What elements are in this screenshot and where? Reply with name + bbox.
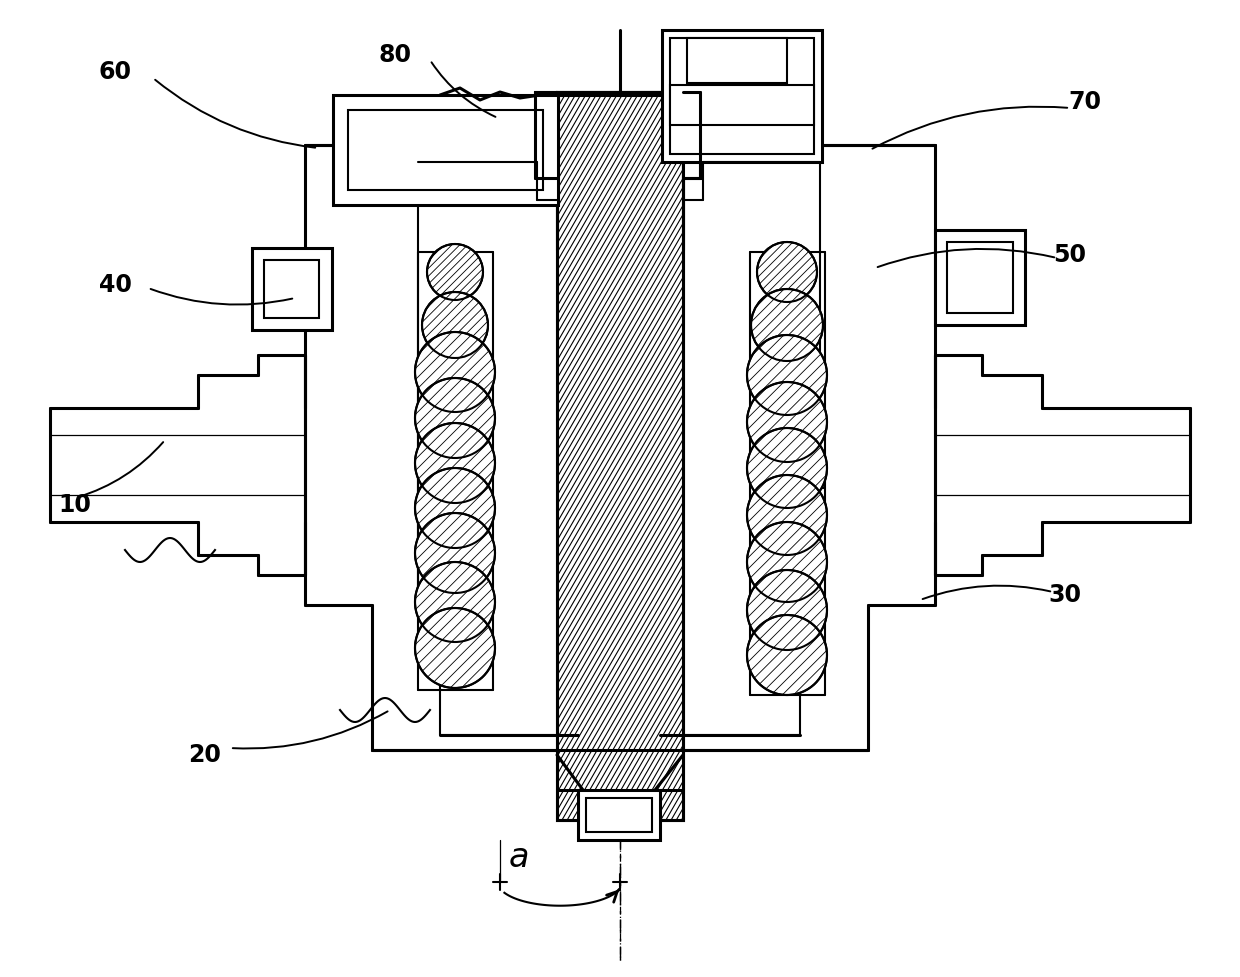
Circle shape <box>415 378 495 458</box>
Polygon shape <box>557 92 683 820</box>
Bar <box>578 790 660 840</box>
Bar <box>947 242 1013 313</box>
Circle shape <box>415 562 495 642</box>
Bar <box>670 85 813 125</box>
Text: 70: 70 <box>1069 90 1101 114</box>
Text: 50: 50 <box>1054 243 1086 267</box>
Bar <box>687 38 787 83</box>
Circle shape <box>746 615 827 695</box>
Text: 10: 10 <box>58 493 92 517</box>
Circle shape <box>415 423 495 503</box>
Circle shape <box>746 382 827 462</box>
Circle shape <box>746 428 827 508</box>
Text: 20: 20 <box>188 743 222 767</box>
Circle shape <box>746 570 827 650</box>
Text: 80: 80 <box>378 43 412 67</box>
Bar <box>670 38 813 154</box>
Polygon shape <box>534 92 701 178</box>
Circle shape <box>751 289 823 361</box>
Circle shape <box>746 335 827 415</box>
Bar <box>348 110 543 190</box>
Circle shape <box>415 513 495 593</box>
Bar <box>587 798 652 832</box>
Bar <box>557 92 683 820</box>
Bar <box>264 260 319 318</box>
Text: 60: 60 <box>98 60 131 84</box>
Circle shape <box>746 522 827 602</box>
Bar <box>252 248 332 330</box>
Text: $a$: $a$ <box>508 842 528 874</box>
Circle shape <box>422 292 489 358</box>
Circle shape <box>415 608 495 688</box>
Text: 40: 40 <box>98 273 131 297</box>
Circle shape <box>415 332 495 412</box>
Circle shape <box>746 475 827 555</box>
Circle shape <box>427 244 484 300</box>
Circle shape <box>756 242 817 302</box>
Bar <box>935 230 1025 325</box>
Bar <box>662 30 822 162</box>
Circle shape <box>415 468 495 548</box>
Text: 30: 30 <box>1049 583 1081 607</box>
Polygon shape <box>334 95 558 205</box>
